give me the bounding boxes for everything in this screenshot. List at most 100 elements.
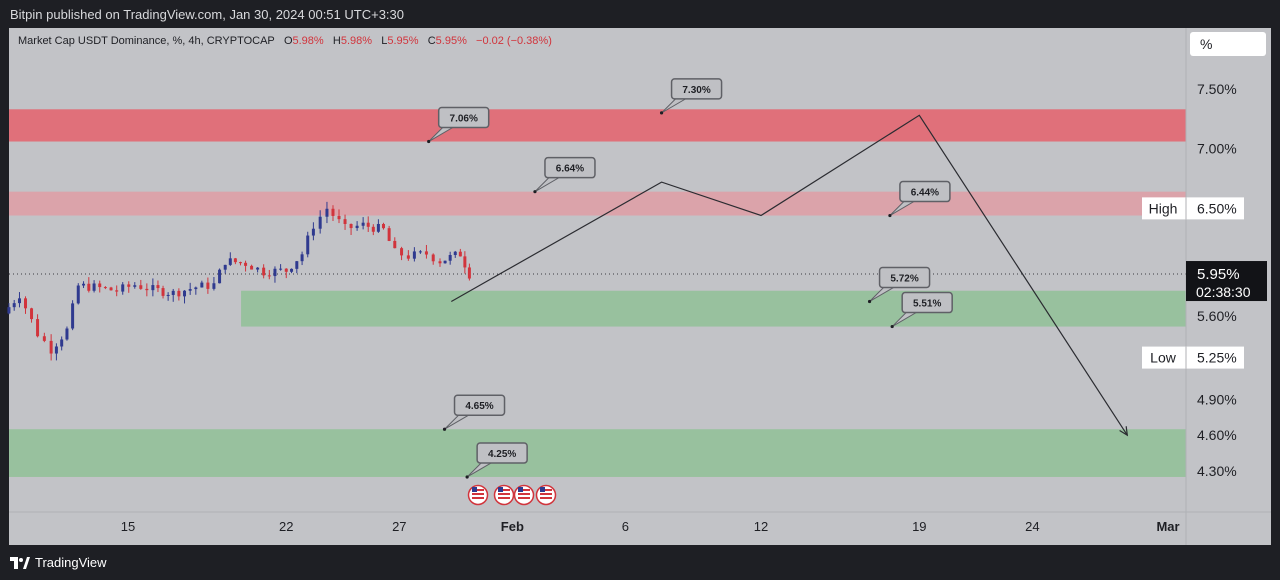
candle-body xyxy=(103,287,107,289)
zone-support-deep xyxy=(9,429,1186,477)
candle-body xyxy=(400,248,404,256)
candle-body xyxy=(238,262,242,264)
chart-canvas[interactable]: 7.06% 7.30% 6.64% 6.44% 5.72% 5.51% 4.65% 4.25%… xyxy=(0,0,1280,548)
callout-box xyxy=(670,78,723,100)
event-canton xyxy=(472,487,477,492)
candle-body xyxy=(194,287,198,290)
candle-body xyxy=(387,228,391,241)
candle-body xyxy=(453,251,457,256)
close-label: C xyxy=(427,35,436,47)
projection-arrowhead xyxy=(1119,426,1129,437)
bottom-bar: TradingView xyxy=(0,548,1280,580)
zone-support-near xyxy=(241,290,1187,327)
candle-body xyxy=(17,298,21,304)
candle-body xyxy=(431,254,435,262)
event-stripe xyxy=(472,489,484,491)
candle-body xyxy=(188,289,192,291)
axis-layer: 7.50% 7.00% 6.50% 5.60% 5.25% 4.90% 4.60% 4.30%… xyxy=(9,28,1271,545)
candle-body xyxy=(133,285,137,287)
callout-anchor-dot xyxy=(659,111,664,115)
price-callout: 7.06% xyxy=(427,106,490,144)
projection-path xyxy=(451,114,1128,436)
candle-body xyxy=(376,223,380,232)
candle-body xyxy=(244,262,248,266)
candle-body xyxy=(318,216,322,229)
top-bar: Bitpin published on TradingView.com, Jan… xyxy=(0,0,1280,28)
candle-body xyxy=(273,268,277,277)
price-callout: 4.25% xyxy=(465,442,528,479)
candle-body xyxy=(267,275,271,277)
time-tick-label: Mar xyxy=(1156,519,1179,534)
open-value: 5.98% xyxy=(292,35,324,47)
candle-body xyxy=(115,290,119,292)
candle-body xyxy=(306,235,310,255)
candle-body xyxy=(371,226,375,232)
candle-body xyxy=(98,283,102,288)
callout-anchor-dot xyxy=(533,190,537,194)
event-stripe xyxy=(518,493,530,495)
candle-body xyxy=(65,328,69,340)
candle-body xyxy=(223,264,227,270)
callout-box xyxy=(476,442,528,464)
candle-body xyxy=(177,290,181,297)
candle-body xyxy=(337,215,341,220)
candle-body xyxy=(60,339,64,347)
candle-body xyxy=(212,283,216,289)
candle-body xyxy=(406,255,410,259)
candle-body xyxy=(295,261,299,269)
candle-body xyxy=(127,284,131,287)
candle-body xyxy=(311,228,315,236)
close-value: 5.95% xyxy=(435,35,467,47)
tradingview-logo[interactable]: TradingView xyxy=(10,555,107,570)
candle-body xyxy=(250,265,254,270)
zone-resistance-weak xyxy=(9,191,1186,216)
high-value: 5.98% xyxy=(340,35,373,47)
event-stripe xyxy=(518,489,530,491)
price-tick-label: 4.90% xyxy=(1197,391,1237,407)
projection-layer xyxy=(451,114,1129,437)
range-label-name: Low xyxy=(1150,350,1177,366)
event-canton xyxy=(540,487,545,492)
candle-body xyxy=(76,285,80,304)
callout-box xyxy=(453,394,506,416)
callout-anchor-dot xyxy=(888,213,892,218)
range-label-bg xyxy=(1142,346,1244,369)
price-callout: 5.72% xyxy=(867,266,931,304)
tradingview-brand: TradingView xyxy=(35,555,107,570)
candle-body xyxy=(71,303,75,329)
event-stripe xyxy=(498,497,510,499)
candle-body xyxy=(36,319,40,337)
zones-layer xyxy=(9,109,1187,477)
low-value: 5.95% xyxy=(387,35,419,47)
price-callout: 6.44% xyxy=(888,180,951,218)
price-callout: 6.64% xyxy=(533,156,596,194)
candle-body xyxy=(412,251,416,259)
price-unit-button[interactable]: % xyxy=(1190,32,1266,56)
candle-body xyxy=(7,307,11,314)
price-callout: 7.30% xyxy=(659,78,723,115)
event-canton xyxy=(498,487,503,492)
callout-anchor-dot xyxy=(427,139,431,144)
callout-anchor-dot xyxy=(867,299,872,304)
candle-body xyxy=(228,258,232,265)
candle-body xyxy=(331,208,335,216)
candle-body xyxy=(156,285,160,289)
high-label: H xyxy=(332,35,341,47)
candle-body xyxy=(349,223,353,229)
range-label-value: 5.25% xyxy=(1197,350,1237,366)
candle-body xyxy=(161,288,165,296)
candle-body xyxy=(325,208,329,217)
candle-body xyxy=(218,269,222,284)
open-label: O xyxy=(283,35,293,47)
price-tick-label: 7.00% xyxy=(1197,141,1237,157)
event-stripe xyxy=(498,493,510,495)
range-label-bg xyxy=(1142,197,1244,220)
time-tick-label: 12 xyxy=(754,519,768,534)
candle-body xyxy=(206,282,210,289)
candle-body xyxy=(183,290,187,297)
candle-body xyxy=(279,268,283,270)
callout-label: 5.51% xyxy=(913,299,941,310)
candle-body xyxy=(121,284,125,292)
price-callout: 5.51% xyxy=(890,291,953,329)
callout-box xyxy=(437,106,490,129)
